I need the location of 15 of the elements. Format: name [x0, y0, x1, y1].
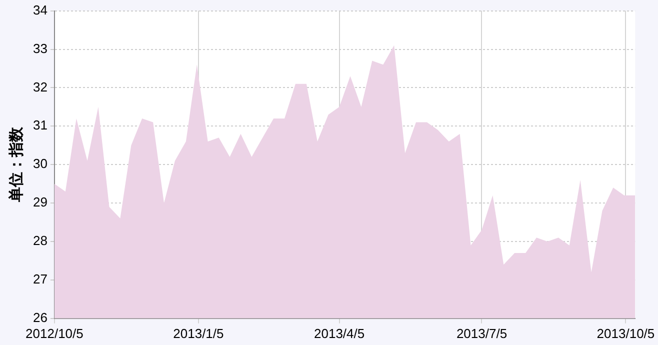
x-tick-label: 2013/1/5: [173, 326, 224, 341]
y-tick-label: 28: [32, 233, 48, 248]
y-tick-label: 29: [32, 194, 48, 210]
y-tick-label: 32: [32, 79, 48, 94]
x-tick-label: 2013/4/5: [314, 326, 365, 341]
y-axis-title: 单位：指数: [6, 126, 25, 204]
y-tick-label: 33: [32, 40, 48, 56]
y-tick-label: 27: [32, 272, 48, 287]
y-tick-label: 30: [32, 156, 48, 172]
y-tick-label: 26: [32, 310, 48, 325]
x-tick-label: 2012/10/5: [26, 326, 84, 341]
x-tick-label: 2013/10/5: [596, 326, 655, 341]
y-tick-label: 31: [32, 118, 48, 133]
y-tick-label: 34: [32, 2, 48, 18]
x-tick-label: 2013/7/5: [456, 326, 508, 341]
